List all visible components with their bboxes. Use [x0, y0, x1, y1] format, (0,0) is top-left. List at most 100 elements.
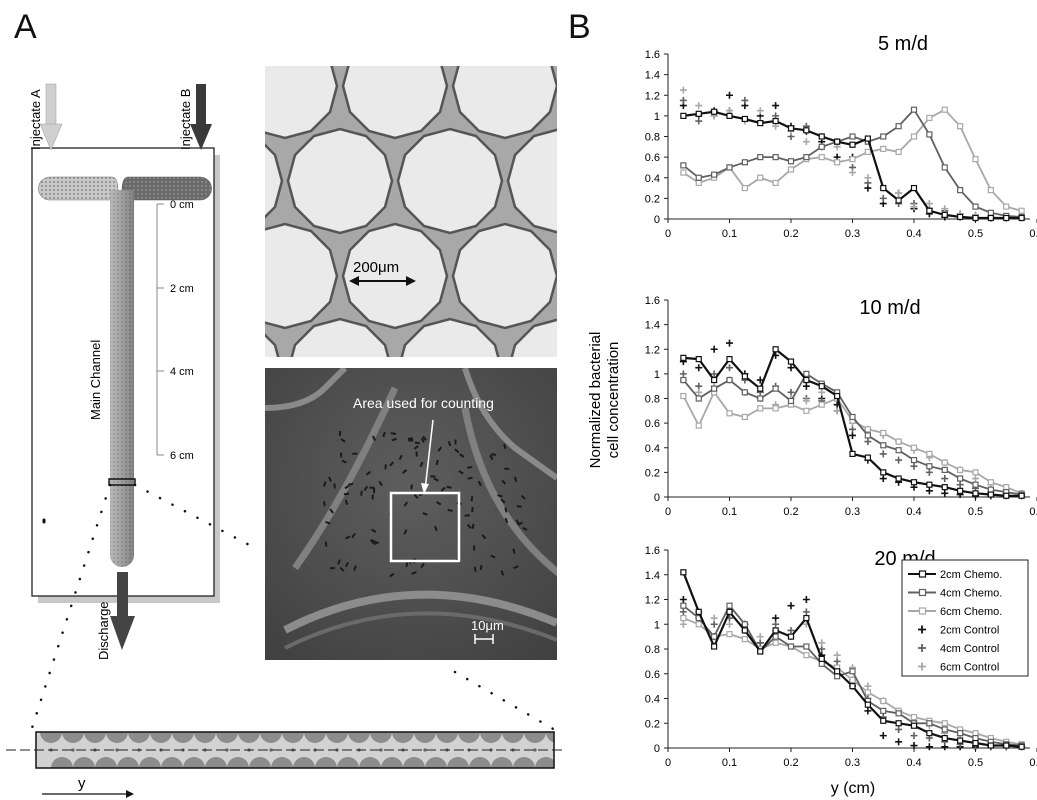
- series-point: [895, 148, 902, 156]
- y-tick-label: 0.6: [645, 152, 660, 164]
- y-axis-label-line2: cell concentration: [605, 342, 622, 459]
- series-point: [787, 166, 795, 173]
- series-point: [972, 730, 979, 737]
- series-point: [772, 405, 779, 412]
- series-point: [1018, 207, 1025, 214]
- series-point: [818, 143, 825, 150]
- series-point: [864, 689, 871, 696]
- cell-scale-label: 10μm: [471, 618, 504, 633]
- y-tick-label: 1.4: [645, 320, 660, 332]
- series-point: [972, 739, 979, 747]
- series-point: [910, 106, 918, 113]
- series-point: [1018, 214, 1025, 222]
- series-point: [772, 154, 779, 161]
- series-point: [895, 475, 902, 482]
- y-tick-label: 0.2: [645, 467, 660, 479]
- control-point: [818, 645, 826, 653]
- control-point: [910, 732, 918, 740]
- control-point: [910, 462, 918, 470]
- series-point: [726, 164, 733, 171]
- series-point: [864, 148, 871, 156]
- y-tick-label: 0.2: [645, 718, 660, 730]
- control-point: [741, 96, 749, 104]
- series-point: [910, 133, 918, 140]
- series-point: [834, 668, 841, 675]
- series-point: [957, 123, 964, 130]
- series-point: [757, 648, 764, 655]
- series-point: [987, 479, 994, 486]
- series-point: [957, 487, 964, 494]
- y-tick-label: 0: [654, 214, 660, 226]
- control-point: [710, 620, 718, 628]
- control-point: [726, 339, 733, 347]
- series-point: [757, 154, 764, 161]
- control-point: [710, 370, 718, 378]
- series-point: [772, 179, 779, 187]
- series-point: [957, 187, 964, 194]
- series-point: [741, 115, 748, 123]
- series-point: [1003, 214, 1010, 222]
- control-point: [925, 487, 933, 495]
- x-tick-label: 0.3: [845, 506, 860, 518]
- series-point: [772, 385, 779, 392]
- series-point: [895, 123, 902, 130]
- y-tick-label: 1.6: [645, 49, 660, 61]
- series-point: [941, 459, 948, 466]
- x-tick-label: 0.4: [906, 506, 921, 518]
- legend: 2cm Chemo. 4cm Chemo. 6cm Chemo. 2cm Contro…: [901, 559, 1029, 677]
- legend-cross-swatch: [918, 625, 926, 634]
- x-tick-label: 0.4: [906, 757, 921, 769]
- series-point: [741, 621, 748, 628]
- series-point: [726, 356, 733, 363]
- series-point: [910, 479, 918, 486]
- series-point: [941, 466, 948, 474]
- series-point: [987, 187, 994, 194]
- control-point: [710, 614, 718, 622]
- series-point: [834, 159, 841, 166]
- series-point: [772, 627, 779, 634]
- legend-entry: 6cm Chemo.: [940, 606, 1002, 618]
- cross-section-marker: [108, 478, 136, 486]
- series-point: [926, 481, 933, 488]
- y-tick-label: 0: [654, 492, 660, 504]
- series-point: [680, 162, 687, 169]
- series-point: [972, 469, 979, 476]
- y-tick-label: 1.2: [645, 344, 660, 356]
- arrow-injectate-b-icon: [190, 84, 212, 150]
- series-point: [941, 726, 948, 733]
- control-point: [679, 608, 687, 616]
- series-point: [926, 207, 933, 214]
- control-point: [895, 738, 903, 746]
- control-point: [833, 651, 841, 659]
- panel-a-letter: A: [14, 8, 37, 46]
- control-point: [756, 107, 764, 115]
- series-point: [680, 169, 687, 176]
- series-point: [741, 627, 748, 634]
- series-point: [787, 633, 795, 640]
- legend-marker: [918, 607, 927, 615]
- series-point: [895, 197, 902, 204]
- series-point: [926, 131, 933, 138]
- control-point: [802, 382, 810, 390]
- arrow-discharge-icon: [110, 572, 135, 650]
- series-point: [849, 668, 856, 675]
- control-point: [679, 86, 687, 94]
- series-line: [682, 108, 1022, 218]
- series-point: [711, 171, 718, 178]
- y-tick-label: 0.2: [645, 193, 660, 205]
- series-point: [849, 156, 856, 163]
- series-point: [957, 737, 964, 744]
- control-point: [756, 639, 764, 647]
- injectate-a-branch: [38, 176, 119, 201]
- control-point: [833, 407, 841, 415]
- series-point: [849, 450, 856, 458]
- control-point: [726, 620, 733, 628]
- control-point: [925, 743, 933, 751]
- series-point: [726, 376, 733, 384]
- chart-area: Normalized bacterial cell concentration …: [587, 33, 1037, 797]
- series-point: [880, 707, 887, 714]
- series-point: [680, 376, 687, 384]
- legend-entry: 2cm Control: [940, 625, 999, 637]
- series-point: [818, 383, 825, 390]
- series-point: [695, 395, 702, 402]
